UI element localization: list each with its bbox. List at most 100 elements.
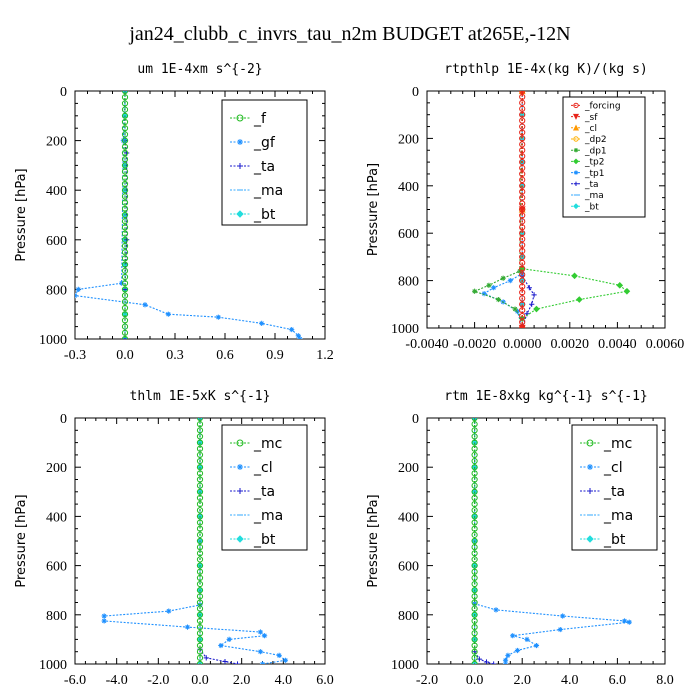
series-mc-point [471, 525, 478, 532]
legend-marker [573, 148, 579, 153]
x-tick-label: -2.0 [147, 673, 169, 688]
series-tp2-point [616, 282, 624, 289]
series-f-point [121, 329, 129, 336]
series-forcing-point [519, 194, 526, 201]
legend-label: _ma [584, 191, 604, 201]
legend-marker [237, 163, 243, 169]
series-forcing-point [519, 271, 526, 278]
legend-label: _sf [584, 113, 598, 123]
series-tp2-point [576, 296, 583, 303]
series-forcing-point [519, 159, 526, 166]
series-f-point [121, 273, 129, 281]
series-cl-point [621, 618, 628, 624]
series-mc-point [196, 501, 204, 508]
y-tick-label: 400 [46, 184, 67, 199]
series-forcing-point [519, 135, 526, 142]
series-f-point [121, 174, 129, 181]
series-f-point [121, 224, 129, 231]
series-forcing-point [519, 164, 526, 172]
series-mc-point [471, 636, 478, 643]
panel-title: rtpthlp 1E-4x(kg K)/(kg s) [444, 62, 648, 77]
series-mc-point [471, 445, 478, 452]
series-cl-point [502, 657, 509, 663]
x-tick-label: 0.3 [166, 348, 184, 363]
legend: _mc _cl _ta _ma _bt [221, 424, 308, 551]
series-gf-point [120, 138, 126, 144]
series-layer [472, 91, 631, 328]
legend-marker [237, 139, 243, 145]
series-tp2-point [533, 305, 540, 313]
series-dp1-line [473, 91, 523, 328]
series-mc-point [196, 562, 204, 569]
series-mc-point [196, 531, 204, 538]
series-cl-point [557, 626, 563, 633]
legend-label: _mc [603, 436, 632, 452]
y-tick-label: 1000 [391, 322, 419, 337]
series-mc-point [196, 445, 204, 452]
series-mc-point [471, 556, 478, 563]
series-mc-point [471, 605, 478, 612]
series-cl-point [257, 649, 264, 655]
y-tick-label: 200 [398, 461, 419, 476]
x-tick-label: -0.0020 [453, 337, 496, 352]
legend-label: _ma [253, 508, 283, 524]
series-cl-point [101, 618, 107, 624]
series-tp1-point [491, 285, 497, 291]
legend: _f _gf _ta _ma _bt [221, 99, 308, 226]
x-tick-label: 0.0060 [646, 337, 685, 352]
series-gf-point [259, 320, 265, 326]
series-mc-point [196, 433, 204, 440]
series-mc-point [471, 513, 478, 520]
series-dp1-point [517, 268, 523, 274]
series-forcing-point [519, 105, 526, 112]
legend-marker [573, 170, 579, 175]
legend-label: _bt [584, 202, 599, 212]
y-tick-label: 600 [46, 234, 67, 249]
legend-label: _ta [253, 159, 275, 175]
x-tick-label: 0.0040 [598, 337, 637, 352]
x-tick-label: 0.0 [466, 673, 484, 688]
series-forcing-point [519, 93, 526, 101]
y-tick-label: 0 [60, 412, 67, 427]
series-f-point [121, 106, 129, 113]
series-f-point [121, 261, 129, 268]
series-mc-point [471, 648, 478, 655]
series-cl-point [276, 652, 282, 658]
series-f-point [121, 218, 129, 225]
series-cl-point [524, 636, 530, 642]
series-cl-point [261, 633, 268, 639]
series-dp1-point [472, 288, 478, 294]
series-f-point [121, 236, 129, 243]
series-gf-point [119, 280, 125, 286]
legend-label: _dp2 [584, 135, 607, 145]
series-mc-point [471, 574, 478, 582]
series-mc-point [471, 537, 478, 545]
x-tick-label: 4.0 [275, 673, 293, 688]
series-mc-point [196, 544, 204, 551]
series-f-point [121, 131, 129, 138]
y-axis-label: Pressure [hPa] [366, 163, 381, 256]
y-tick-label: 800 [46, 283, 67, 298]
series-ta-point [526, 285, 532, 291]
series-forcing-point [519, 318, 526, 326]
panel-title: rtm 1E-8xkg kg^{-1} s^{-1} [444, 389, 648, 404]
legend-label: _f [253, 111, 267, 127]
series-forcing-point [519, 147, 526, 154]
legend-label: _tp1 [584, 169, 604, 179]
series-f-point [121, 304, 129, 312]
series-mc-point [196, 556, 204, 563]
x-tick-label: 1.2 [316, 348, 334, 363]
panel-2: rtpthlp 1E-4x(kg K)/(kg s) Pressure [hPa]… [366, 62, 684, 352]
panel-title: um 1E-4xm s^{-2} [137, 62, 262, 77]
series-f-point [121, 193, 129, 200]
series-gf-point [297, 336, 303, 339]
x-tick-label: 4.0 [561, 673, 579, 688]
series-tp1-line [482, 91, 523, 328]
series-f-point [121, 280, 129, 287]
series-forcing-point [519, 277, 526, 284]
series-forcing-point [519, 123, 526, 130]
series-mc-point [471, 488, 478, 495]
x-tick-label: 0.0 [191, 673, 209, 688]
legend: _forcing_sf_cl_dp2_dp1 _tp2_tp1_ta_ma_bt [562, 96, 646, 218]
series-mc-point [196, 642, 204, 649]
